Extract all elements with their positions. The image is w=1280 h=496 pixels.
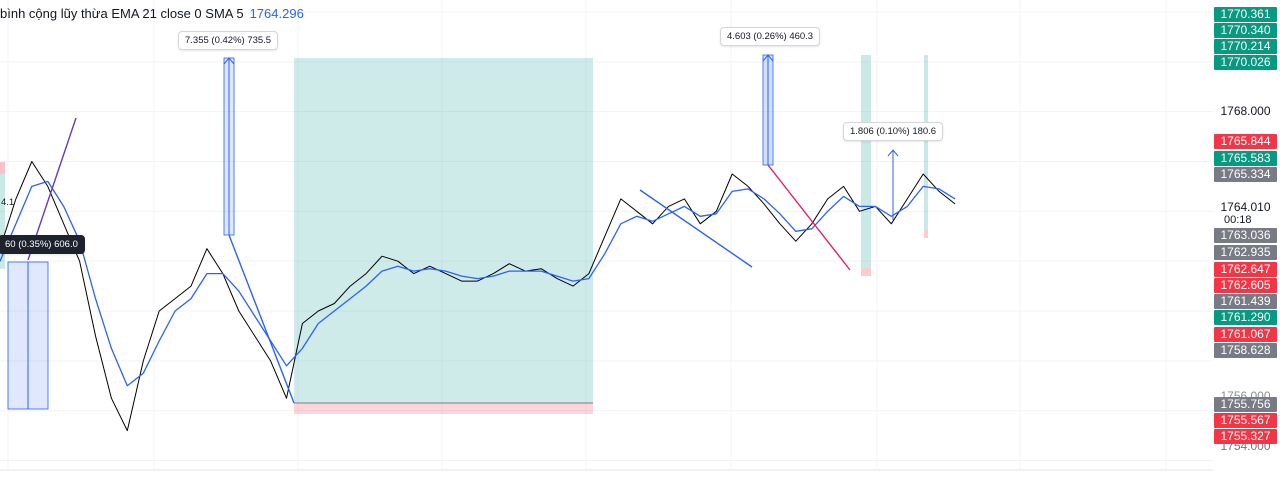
long-position-loss-zone[interactable] [294, 403, 593, 414]
price-label: 1770.214 [1214, 39, 1277, 54]
price-range-label-edge: 4.1 [1, 197, 15, 208]
price-label: 1770.340 [1214, 23, 1277, 38]
price-label: 1763.036 [1214, 228, 1277, 243]
price-label: 1758.628 [1214, 343, 1277, 358]
indicator-legend[interactable]: bình cộng lũy thừa EMA 21 close 0 SMA 5 1… [0, 6, 304, 21]
price-range-arrowhead-1 [223, 57, 235, 65]
price-label: 1761.290 [1214, 310, 1277, 325]
price-label: 1761.067 [1214, 327, 1277, 342]
axis-tick-label: 1768.000 [1220, 104, 1271, 118]
price-label: 1755.567 [1214, 413, 1277, 428]
price-range-arrowhead-3 [887, 149, 899, 157]
axis-tick-label: 1764.010 [1220, 200, 1271, 214]
indicator-legend-value: 1764.296 [249, 6, 304, 21]
green-zone-right-1[interactable] [861, 55, 871, 268]
left-edge-green-zone [0, 174, 5, 269]
ema-series-line[interactable] [0, 180, 956, 387]
price-label: 1765.844 [1214, 134, 1277, 149]
green-zone-right-2[interactable] [924, 55, 928, 230]
bar-countdown: 00:18 [1224, 214, 1252, 226]
price-range-label-2[interactable]: 4.603 (0.26%) 460.3 [720, 27, 821, 46]
trend-line-4[interactable] [767, 164, 851, 271]
indicator-legend-label: bình cộng lũy thừa EMA 21 close 0 SMA 5 [0, 6, 244, 21]
price-label: 1770.361 [1214, 7, 1277, 22]
price-label: 1762.647 [1214, 262, 1277, 277]
price-range-label-left[interactable]: 60 (0.35%) 606.0 [0, 235, 85, 254]
red-zone-right-1 [861, 268, 871, 276]
trend-line-2[interactable] [228, 234, 295, 404]
price-label: 1765.583 [1214, 151, 1277, 166]
left-edge-red-zone [0, 162, 5, 174]
red-zone-right-2 [924, 230, 928, 238]
price-label: 1765.334 [1214, 167, 1277, 182]
price-series-line[interactable] [0, 161, 956, 432]
price-axis[interactable]: 1768.000 1764.010 1756.000 1754.000 1770… [1213, 0, 1280, 470]
price-label: 1755.327 [1214, 429, 1277, 444]
price-label: 1762.935 [1214, 245, 1277, 260]
price-range-arrowhead-2 [762, 54, 774, 62]
price-label: 1762.605 [1214, 278, 1277, 293]
price-label: 1770.026 [1214, 55, 1277, 70]
price-label: 1755.756 [1214, 397, 1277, 412]
price-range-label-1[interactable]: 7.355 (0.42%) 735.5 [178, 31, 279, 50]
trend-line-3[interactable] [639, 189, 753, 268]
series-layer [0, 161, 956, 432]
chart-grid [0, 0, 1213, 470]
long-position-profit-zone[interactable] [294, 58, 593, 403]
price-label: 1761.439 [1214, 294, 1277, 309]
price-range-label-3[interactable]: 1.806 (0.10%) 180.6 [843, 122, 944, 141]
